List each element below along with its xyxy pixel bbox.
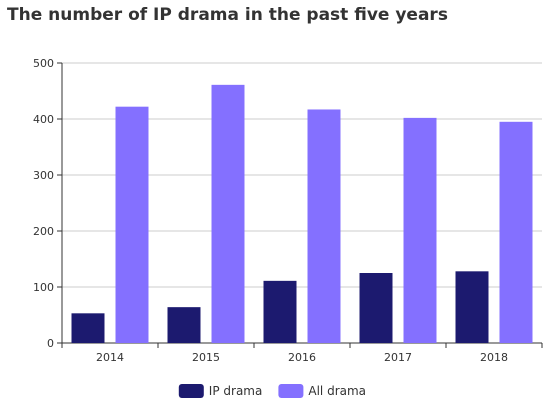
legend-label: All drama — [308, 384, 366, 398]
bar-ip-drama-2017 — [359, 273, 393, 343]
y-tick-label: 400 — [33, 113, 54, 126]
x-tick-label: 2015 — [192, 351, 220, 364]
chart-title: The number of IP drama in the past five … — [7, 5, 448, 25]
x-tick-label: 2016 — [288, 351, 316, 364]
bar-ip-drama-2014 — [71, 313, 105, 343]
bar-all-drama-2018 — [499, 121, 533, 343]
x-tick-label: 2014 — [96, 351, 124, 364]
bar-ip-drama-2016 — [263, 280, 297, 343]
x-tick-label: 2018 — [480, 351, 508, 364]
x-tick-label: 2017 — [384, 351, 412, 364]
bar-all-drama-2017 — [403, 117, 437, 343]
bar-ip-drama-2018 — [455, 271, 489, 343]
y-tick-label: 0 — [47, 337, 54, 350]
legend-label: IP drama — [209, 384, 263, 398]
bar-all-drama-2014 — [115, 106, 149, 344]
bar-all-drama-2015 — [211, 84, 245, 343]
bar-all-drama-2016 — [307, 109, 341, 343]
y-tick-label: 300 — [33, 169, 54, 182]
bar-ip-drama-2015 — [167, 307, 201, 343]
legend-swatch — [178, 384, 204, 398]
legend-swatch — [278, 384, 304, 398]
y-tick-label: 100 — [33, 281, 54, 294]
y-tick-label: 200 — [33, 225, 54, 238]
y-tick-label: 500 — [33, 57, 54, 70]
